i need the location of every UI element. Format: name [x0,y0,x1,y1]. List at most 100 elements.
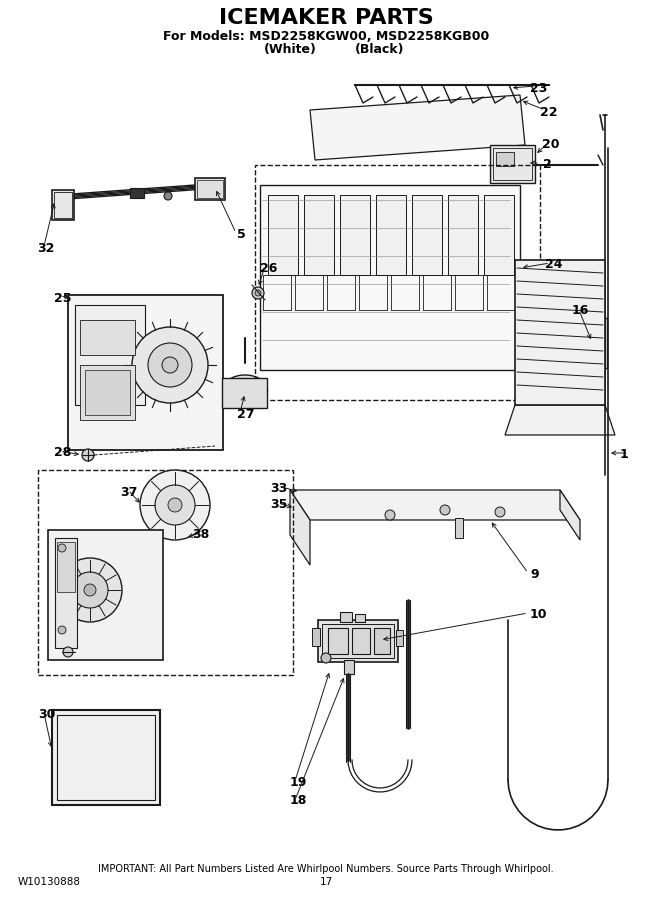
Bar [575,318,607,368]
Circle shape [132,327,208,403]
Bar [55,538,77,648]
Bar [455,518,463,538]
Text: 1: 1 [620,448,629,462]
Text: 5: 5 [237,229,246,241]
Text: For Models: MSD2258KGW00, MSD2258KGB00: For Models: MSD2258KGW00, MSD2258KGB00 [163,30,489,42]
Bar [340,195,370,275]
Text: 20: 20 [542,139,559,151]
Bar [80,320,135,355]
Text: 16: 16 [572,303,589,317]
Bar [496,152,514,166]
Polygon shape [290,490,580,520]
Text: 35: 35 [270,499,288,511]
Text: 2: 2 [543,158,552,172]
Text: W10130888: W10130888 [18,877,81,887]
Bar [577,320,605,366]
Text: 32: 32 [37,241,54,255]
Text: 25: 25 [54,292,72,304]
Circle shape [255,290,261,296]
Circle shape [58,626,66,634]
Bar [412,195,442,275]
Ellipse shape [215,378,229,408]
Text: 33: 33 [270,482,288,494]
Circle shape [72,572,108,608]
Circle shape [155,485,195,525]
Polygon shape [505,405,615,435]
Bar [376,195,406,275]
Bar [75,305,145,405]
Bar [268,195,298,275]
Bar [352,628,370,654]
Bar [48,530,163,660]
Bar [515,260,605,405]
Circle shape [252,287,264,299]
Text: 18: 18 [290,794,307,806]
Bar [344,660,354,674]
Bar [260,185,520,370]
Bar [484,195,514,275]
Bar [222,378,267,408]
Circle shape [148,343,192,387]
Bar [52,710,160,805]
Circle shape [162,357,178,373]
Bar [318,620,398,662]
Text: 27: 27 [237,409,254,421]
Circle shape [495,507,505,517]
Circle shape [58,544,66,552]
Circle shape [385,510,395,520]
Circle shape [440,505,450,515]
Text: 17: 17 [319,877,333,887]
Circle shape [82,449,94,461]
Bar [328,628,348,654]
Text: 9: 9 [530,569,539,581]
Text: 23: 23 [530,82,548,94]
Text: 22: 22 [540,105,557,119]
Bar [54,192,72,218]
Text: 26: 26 [260,262,277,274]
Bar [490,145,535,183]
Bar [255,165,540,400]
Circle shape [84,584,96,596]
Bar [448,195,478,275]
Polygon shape [560,490,580,540]
Text: 30: 30 [38,708,55,722]
Bar [38,470,293,675]
Bar [322,624,394,658]
Text: IMPORTANT: All Part Numbers Listed Are Whirlpool Numbers. Source Parts Through W: IMPORTANT: All Part Numbers Listed Are W… [98,864,554,874]
Bar [340,612,352,622]
Circle shape [164,192,172,200]
Bar [374,628,390,654]
Bar [68,295,223,450]
Text: 37: 37 [120,485,138,499]
Bar [396,630,403,646]
Bar [355,614,365,622]
Text: (White): (White) [263,43,316,57]
Circle shape [168,498,182,512]
Bar [57,542,75,592]
Text: ICEMAKER PARTS: ICEMAKER PARTS [218,8,434,28]
Text: 28: 28 [54,446,71,460]
Bar [80,365,135,420]
Bar [85,370,130,415]
Bar [195,178,225,200]
Ellipse shape [222,375,267,405]
Bar [130,188,144,198]
Circle shape [594,336,602,344]
Text: 19: 19 [290,777,307,789]
Circle shape [58,558,122,622]
Circle shape [63,647,73,657]
Bar [57,715,155,800]
Circle shape [140,470,210,540]
Polygon shape [310,95,525,160]
Bar [493,148,532,180]
Circle shape [321,653,331,663]
Bar [52,190,74,220]
Text: (Black): (Black) [355,43,405,57]
Polygon shape [290,490,310,565]
Bar [312,628,320,646]
Text: 24: 24 [545,258,563,272]
Bar [197,180,223,198]
Text: 10: 10 [530,608,548,622]
Bar [304,195,334,275]
Text: 38: 38 [192,528,209,542]
